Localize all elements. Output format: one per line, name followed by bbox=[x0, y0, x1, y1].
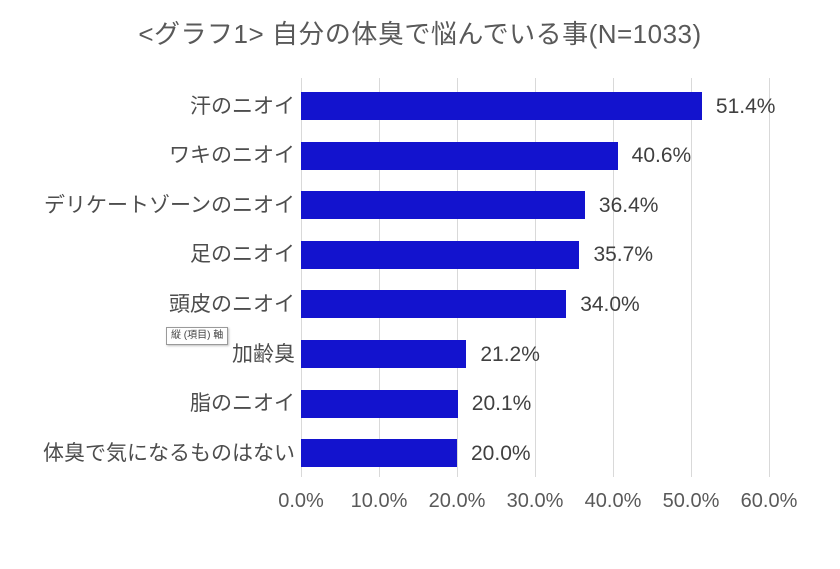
bar-track: 20.0% bbox=[301, 428, 769, 478]
data-bar[interactable] bbox=[301, 340, 467, 368]
gridline-30.0% bbox=[535, 78, 536, 477]
data-label: 40.6% bbox=[631, 144, 692, 168]
x-axis-tick-label: 60.0% bbox=[740, 490, 798, 512]
bar-track: 51.4% bbox=[301, 81, 775, 131]
x-axis-tick-label: 0.0% bbox=[278, 490, 324, 512]
x-axis-tick-label: 20.0% bbox=[428, 490, 486, 512]
gridline-40.0% bbox=[613, 78, 614, 477]
gridline-50.0% bbox=[691, 78, 692, 477]
bar-row: 汗のニオイ 51.4% bbox=[0, 81, 840, 131]
gridline-20.0% bbox=[457, 78, 458, 477]
category-axis-label[interactable]: 脂のニオイ bbox=[190, 392, 295, 416]
bar-track: 35.7% bbox=[301, 230, 769, 280]
bar-row: 頭皮のニオイ 34.0% bbox=[0, 279, 840, 329]
bar-row: 加齢臭 21.2% bbox=[0, 329, 840, 379]
value-axis[interactable]: 0.0% 10.0% 20.0% 30.0% 40.0% 50.0% 60.0% bbox=[278, 490, 797, 516]
category-axis-tooltip: 縦 (項目) 軸 bbox=[166, 327, 229, 345]
bar-row: 脂のニオイ 20.1% bbox=[0, 379, 840, 429]
data-bar[interactable] bbox=[301, 191, 585, 220]
category-axis-label[interactable]: 加齢臭 bbox=[232, 342, 295, 366]
data-label: 20.0% bbox=[471, 441, 531, 465]
x-axis-tick-label: 10.0% bbox=[350, 490, 408, 512]
plot-area-gridlines bbox=[301, 78, 770, 477]
bar-series: 汗のニオイ 51.4% ワキのニオイ 40.6% デリケートゾーンのニオイ 36.4% 足の… bbox=[0, 81, 840, 478]
data-bar[interactable] bbox=[301, 290, 567, 319]
data-bar[interactable] bbox=[301, 92, 702, 120]
data-bar[interactable] bbox=[301, 389, 458, 418]
gridline-10.0% bbox=[379, 78, 380, 477]
bar-track: 20.1% bbox=[301, 379, 769, 429]
x-axis-tick-label: 30.0% bbox=[506, 490, 564, 512]
chart-title[interactable]: <グラフ1> 自分の体臭で悩んでいる事(N=1033) bbox=[138, 19, 702, 49]
bar-track: 21.2% bbox=[301, 329, 769, 379]
bar-row: ワキのニオイ 40.6% bbox=[0, 131, 840, 181]
data-bar[interactable] bbox=[301, 439, 457, 468]
bar-row: デリケートゾーンのニオイ 36.4% bbox=[0, 180, 840, 230]
x-axis-tick-label: 40.0% bbox=[584, 490, 642, 512]
bar-track: 36.4% bbox=[301, 180, 769, 230]
data-label: 21.2% bbox=[480, 342, 540, 366]
bar-track: 34.0% bbox=[301, 279, 769, 329]
bar-track: 40.6% bbox=[301, 131, 769, 181]
gridline-0.0% bbox=[301, 78, 302, 477]
data-label: 51.4% bbox=[715, 94, 776, 118]
x-axis-tick-label: 50.0% bbox=[662, 490, 720, 512]
data-label: 34.0% bbox=[580, 292, 640, 316]
category-axis-label[interactable]: 足のニオイ bbox=[190, 243, 295, 267]
gridline-60.0% bbox=[769, 78, 770, 477]
category-axis-label[interactable]: 体臭で気になるものはない bbox=[43, 441, 295, 465]
bar-row: 足のニオイ 35.7% bbox=[0, 230, 840, 280]
data-bar[interactable] bbox=[301, 141, 618, 170]
data-bar[interactable] bbox=[301, 240, 580, 269]
data-label: 20.1% bbox=[471, 392, 532, 416]
category-axis-label[interactable]: 頭皮のニオイ bbox=[169, 292, 295, 316]
bar-row: 体臭で気になるものはない 20.0% bbox=[0, 428, 840, 478]
category-axis-label[interactable]: ワキのニオイ bbox=[169, 144, 295, 168]
category-axis-label[interactable]: デリケートゾーンのニオイ bbox=[44, 193, 295, 217]
data-label: 35.7% bbox=[593, 243, 653, 267]
data-label: 36.4% bbox=[598, 193, 659, 217]
category-axis-label[interactable]: 汗のニオイ bbox=[190, 94, 295, 118]
